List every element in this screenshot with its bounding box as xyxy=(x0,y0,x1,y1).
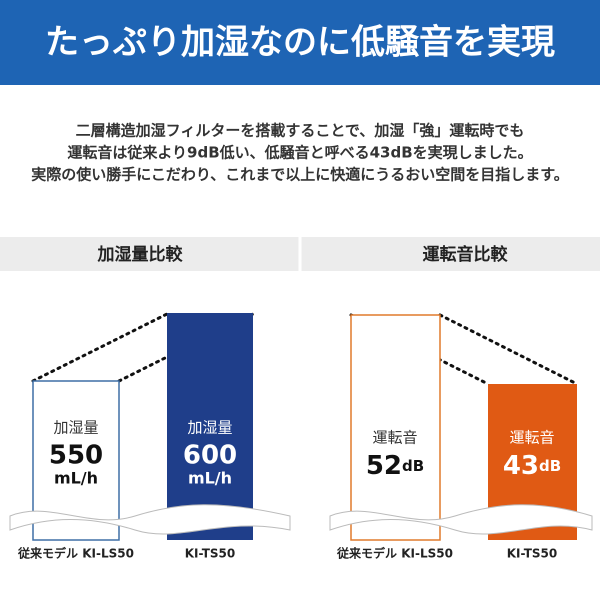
item-unit: mL/h xyxy=(188,469,232,488)
item-value-group: 52dB xyxy=(366,451,424,481)
panel-title: 加湿量比較 xyxy=(97,244,184,265)
panel-title: 運転音比較 xyxy=(423,244,509,265)
noise-panel: 運転音 52dB 運転音 43dB 従来モデル KI-LS50 KI-TS50 xyxy=(329,313,593,561)
intro: 二層構造加湿フィルターを搭載することで、加湿「強」運転時でも 運転音は従来より9… xyxy=(31,122,569,184)
dotted-line xyxy=(31,312,169,383)
header-band xyxy=(0,0,600,85)
item-label: 運転音 xyxy=(509,429,554,447)
humidity-panel: 加湿量 550 mL/h 加湿量 600 mL/h 従来モデル KI-LS50 … xyxy=(9,312,291,561)
intro-line: 運転音は従来より9dB低い、低騒音と呼べる43dBを実現しました。 xyxy=(67,144,532,162)
item-value: 600 xyxy=(183,441,237,471)
model-name: KI-TS50 xyxy=(507,547,558,561)
intro-line: 二層構造加湿フィルターを搭載することで、加湿「強」運転時でも xyxy=(76,122,525,140)
item-value: 550 xyxy=(49,441,103,471)
dotted-line xyxy=(438,313,579,386)
item-label: 加湿量 xyxy=(53,419,98,437)
header-title: たっぷり加湿なのに低騒音を実現 xyxy=(45,23,555,63)
item-unit: dB xyxy=(539,457,561,475)
item-unit: dB xyxy=(402,457,424,475)
item-value-group: 43dB xyxy=(503,451,561,481)
wave-break xyxy=(9,504,291,535)
item-value: 52 xyxy=(366,451,402,481)
model-name: 従来モデル KI-LS50 xyxy=(17,546,134,561)
old-bar xyxy=(350,314,441,541)
item-label: 運転音 xyxy=(372,429,417,447)
intro-line: 実際の使い勝手にこだわり、これまで以上に快適にうるおい空間を目指します。 xyxy=(31,166,569,184)
wave-break xyxy=(329,504,593,535)
model-name: 従来モデル KI-LS50 xyxy=(336,546,453,561)
item-value: 43 xyxy=(503,451,539,481)
model-name: KI-TS50 xyxy=(185,547,236,561)
new-bar xyxy=(167,313,253,540)
item-unit: mL/h xyxy=(54,469,98,488)
item-label: 加湿量 xyxy=(187,419,232,437)
